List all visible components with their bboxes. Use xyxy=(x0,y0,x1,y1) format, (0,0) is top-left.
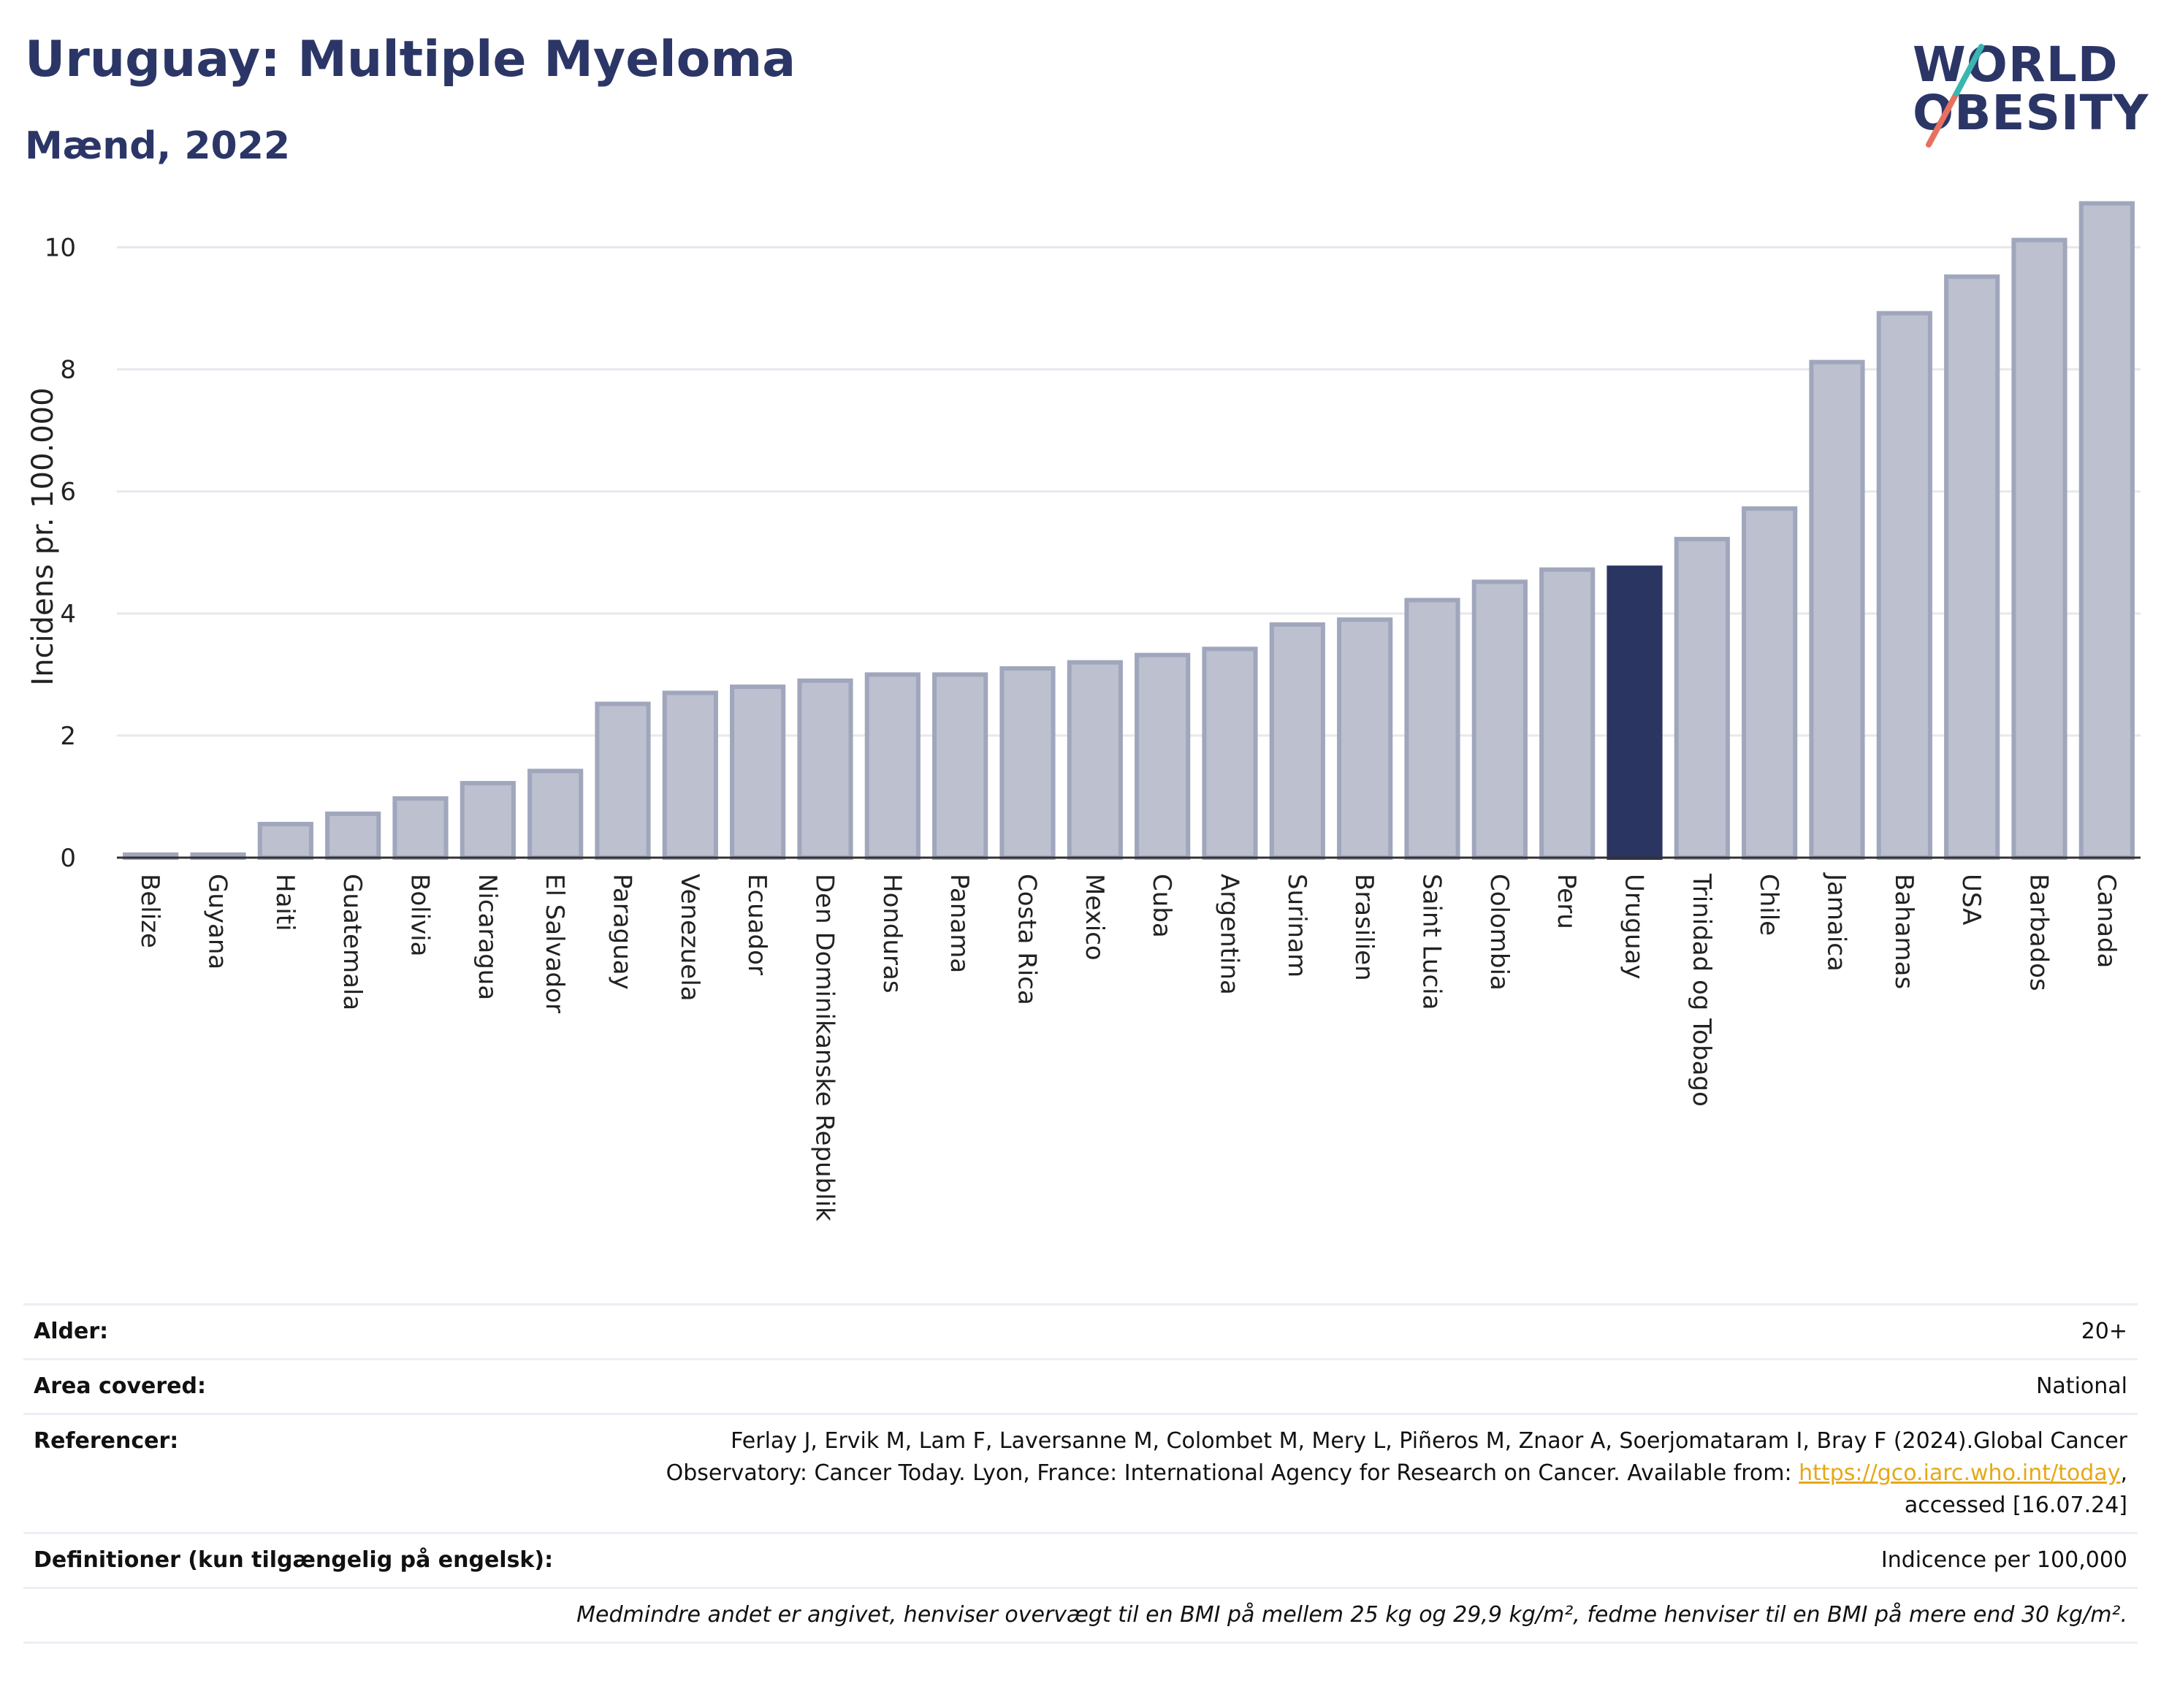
y-tick-label: 2 xyxy=(60,722,76,751)
x-tick-label: Honduras xyxy=(877,874,907,994)
bar-den-dominikanske-republik xyxy=(797,678,853,861)
meta-row-definitions: Definitioner (kun tilgængelig på engelsk… xyxy=(23,1532,2138,1587)
bar-chile xyxy=(1742,506,1798,860)
logo-slash-icon xyxy=(1926,44,1984,148)
reference-link[interactable]: https://gco.iarc.who.int/today xyxy=(1799,1460,2121,1486)
x-tick-label: Paraguay xyxy=(608,874,637,990)
x-tick-label: Venezuela xyxy=(675,874,704,1002)
metadata-table: Alder: 20+ Area covered: National Refere… xyxy=(23,1303,2138,1644)
y-tick-label: 10 xyxy=(45,234,76,263)
bars xyxy=(123,201,2135,861)
chart-subtitle: Mænd, 2022 xyxy=(25,124,291,168)
x-tick-label: Den Dominikanske Republik xyxy=(810,874,839,1221)
bar-mexico xyxy=(1067,660,1123,860)
x-tick-label: Nicaragua xyxy=(473,874,502,1000)
bar-venezuela xyxy=(662,690,718,860)
x-tick-label: Bahamas xyxy=(1889,874,1918,989)
bar-paraguay xyxy=(595,701,651,860)
bar-chart: 0 2 4 6 8 10 Belize Guyana Haiti Guatemala Bolivi… xyxy=(26,201,2141,1221)
bar-brasilien xyxy=(1337,617,1393,860)
references-value: Ferlay J, Ervik M, Lam F, Laversanne M, … xyxy=(666,1425,2138,1522)
y-tick-label: 4 xyxy=(60,600,76,629)
x-tick-label: Costa Rica xyxy=(1013,874,1042,1005)
x-tick-label: Canada xyxy=(2092,874,2121,968)
bar-trinidad-og-tobago xyxy=(1674,536,1730,860)
bar-bolivia xyxy=(392,796,449,861)
bar-el-salvador xyxy=(527,769,584,861)
x-tick-label: Brasilien xyxy=(1349,874,1379,981)
meta-row-references: Referencer: Ferlay J, Ervik M, Lam F, La… xyxy=(23,1413,2138,1532)
meta-row-note: Medmindre andet er angivet, henviser ove… xyxy=(23,1587,2138,1644)
definitions-value: Indicence per 100,000 xyxy=(1880,1547,2127,1573)
bar-usa xyxy=(1944,274,2000,860)
y-tick-label: 0 xyxy=(60,844,76,873)
bar-bahamas xyxy=(1876,310,1932,860)
world-obesity-logo: WORLD OBESITY xyxy=(1899,20,2148,159)
bar-ecuador xyxy=(730,685,786,861)
x-tick-label: Colombia xyxy=(1485,874,1514,991)
x-tick-label: Panama xyxy=(945,874,974,973)
x-tick-label: Haiti xyxy=(270,874,300,931)
bar-colombia xyxy=(1471,579,1528,861)
age-value: 20+ xyxy=(2081,1319,2127,1344)
reference-line-2-end: , xyxy=(2120,1460,2127,1486)
bar-surinam xyxy=(1269,622,1325,861)
bar-jamaica xyxy=(1809,359,1865,860)
x-tick-label: Cuba xyxy=(1147,874,1176,938)
x-tick-label: USA xyxy=(1956,874,1986,925)
y-tick-label: 8 xyxy=(60,356,76,385)
x-tick-label: Barbados xyxy=(2024,874,2054,991)
y-axis-title: Incidens pr. 100.000 xyxy=(26,387,60,685)
age-label: Alder: xyxy=(34,1319,109,1344)
y-axis-ticks: 0 2 4 6 8 10 xyxy=(45,234,76,873)
meta-row-area: Area covered: National xyxy=(23,1358,2138,1413)
logo-line-1: WORLD xyxy=(1913,37,2119,93)
bar-canada xyxy=(2078,201,2135,861)
x-tick-label: Trinidad og Tobago xyxy=(1687,873,1716,1107)
reference-line-1: Ferlay J, Ervik M, Lam F, Laversanne M, … xyxy=(731,1428,2127,1454)
meta-row-age: Alder: 20+ xyxy=(23,1303,2138,1358)
bar-costa-rica xyxy=(999,666,1056,860)
x-tick-label: Surinam xyxy=(1282,874,1311,977)
x-tick-label: Saint Lucia xyxy=(1417,874,1447,1010)
bar-peru xyxy=(1539,567,1596,860)
bar-guatemala xyxy=(325,811,381,861)
bar-haiti xyxy=(257,822,313,861)
x-tick-label: Belize xyxy=(135,874,164,948)
reference-line-3: accessed [16.07.24] xyxy=(1904,1492,2127,1518)
bar-uruguay xyxy=(1607,565,1663,861)
bar-nicaragua xyxy=(460,781,516,861)
y-tick-label: 6 xyxy=(60,478,76,507)
references-label: Referencer: xyxy=(34,1428,179,1454)
x-tick-label: Uruguay xyxy=(1620,874,1649,980)
bar-argentina xyxy=(1202,647,1258,860)
reference-line-2: Observatory: Cancer Today. Lyon, France:… xyxy=(666,1460,1799,1486)
area-label: Area covered: xyxy=(34,1373,206,1399)
bar-saint-lucia xyxy=(1404,598,1460,860)
chart-title: Uruguay: Multiple Myeloma xyxy=(25,31,796,88)
x-axis-labels: Belize Guyana Haiti Guatemala Bolivia Nicarag… xyxy=(135,872,2121,1221)
x-tick-label: Jamaica xyxy=(1822,872,1851,972)
x-tick-label: Peru xyxy=(1552,874,1581,929)
x-tick-label: El Salvador xyxy=(540,874,569,1013)
bar-cuba xyxy=(1135,652,1191,860)
bar-barbados xyxy=(2011,237,2067,860)
x-tick-label: Mexico xyxy=(1080,874,1109,961)
bar-panama xyxy=(932,672,988,861)
x-tick-label: Ecuador xyxy=(742,874,771,975)
definitions-label: Definitioner (kun tilgængelig på engelsk… xyxy=(34,1547,554,1573)
x-tick-label: Argentina xyxy=(1215,874,1244,995)
x-tick-label: Guyana xyxy=(203,874,232,969)
bar-honduras xyxy=(864,672,921,861)
logo-line-2: OBESITY xyxy=(1913,85,2149,141)
grid-lines xyxy=(117,246,2141,737)
bmi-note: Medmindre andet er angivet, henviser ove… xyxy=(576,1602,2127,1628)
x-tick-label: Bolivia xyxy=(405,874,435,956)
x-tick-label: Chile xyxy=(1754,874,1783,936)
area-value: National xyxy=(2035,1373,2127,1399)
x-tick-label: Guatemala xyxy=(338,874,367,1010)
